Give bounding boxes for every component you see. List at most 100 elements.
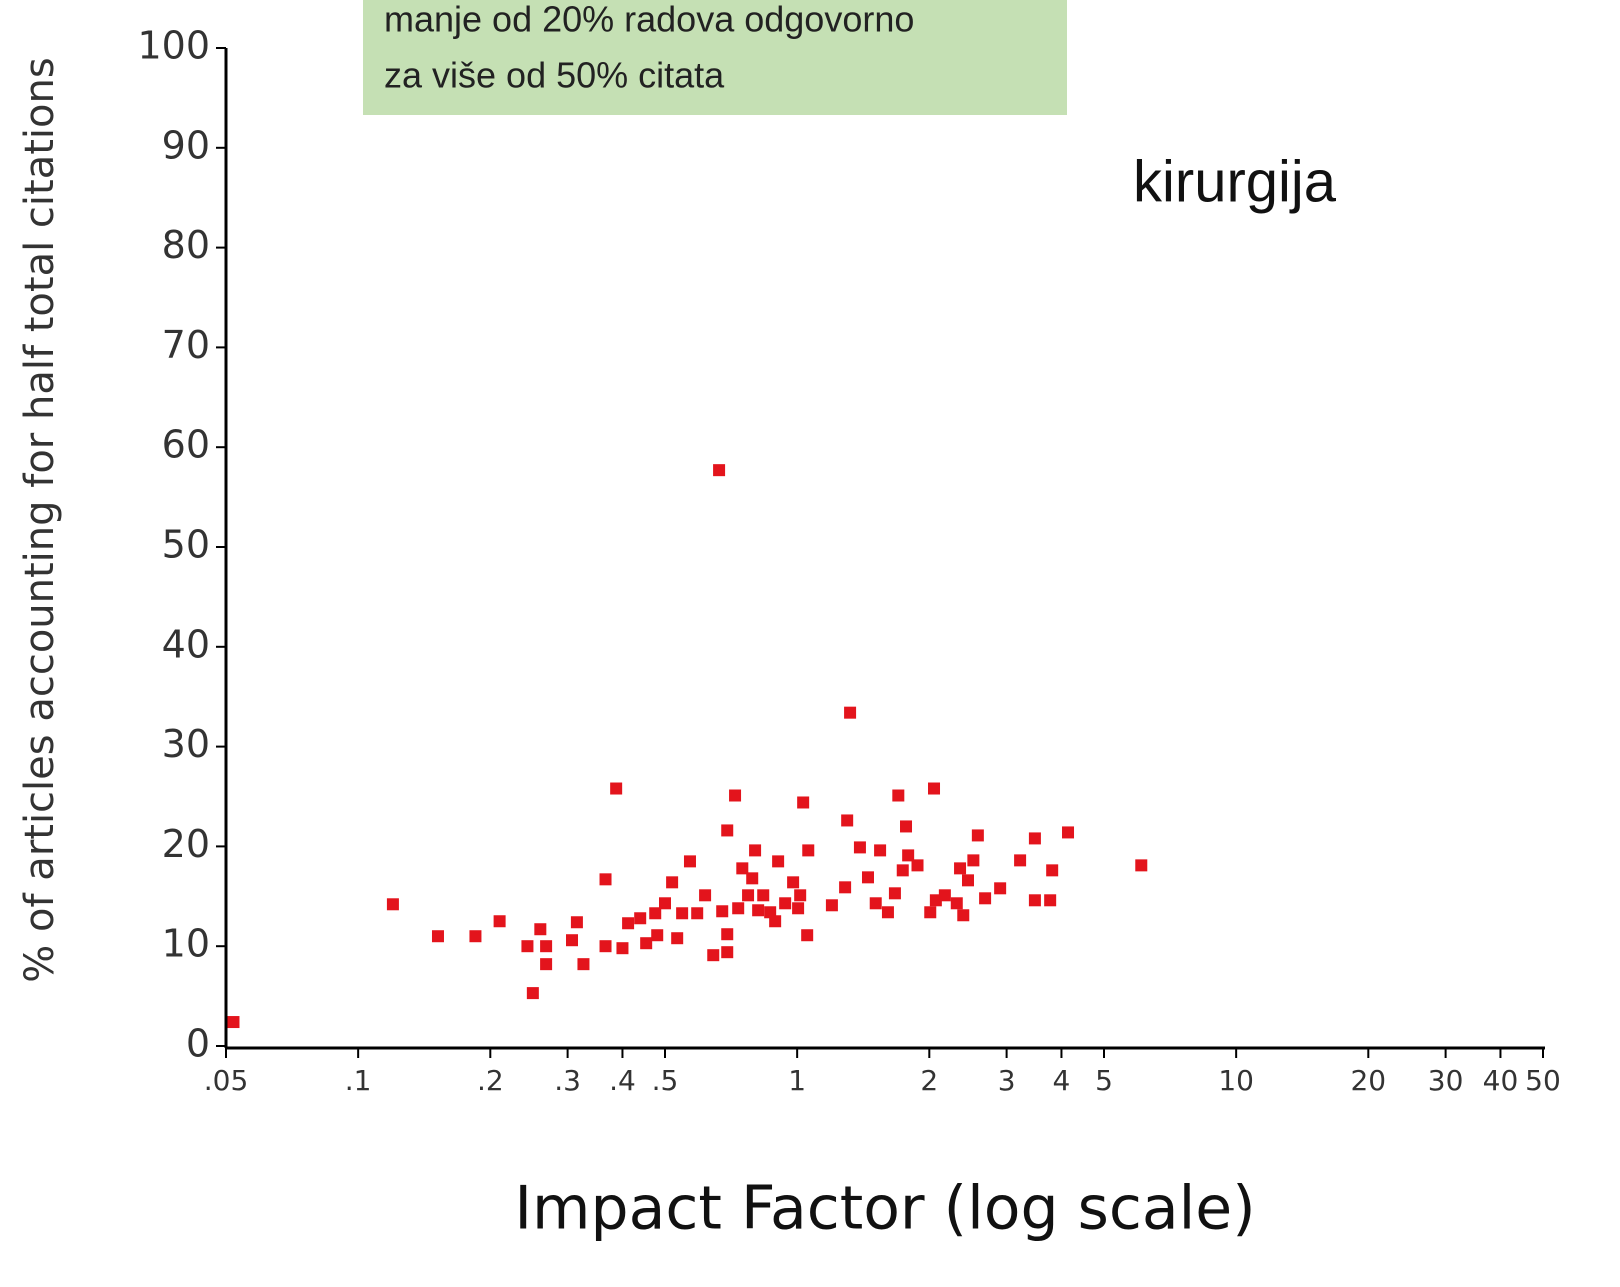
point bbox=[713, 464, 726, 477]
point bbox=[732, 902, 745, 915]
point bbox=[938, 889, 951, 902]
point bbox=[1044, 894, 1057, 907]
point bbox=[957, 909, 970, 922]
point bbox=[769, 915, 782, 928]
point bbox=[853, 841, 866, 854]
x-tick-label: .2 bbox=[477, 1064, 504, 1097]
point bbox=[902, 849, 915, 862]
y-tick-label: 40 bbox=[162, 622, 210, 666]
point bbox=[540, 940, 553, 953]
point bbox=[797, 796, 810, 809]
point bbox=[825, 899, 838, 912]
y-tick-label: 10 bbox=[162, 922, 210, 966]
x-tick-label: .4 bbox=[609, 1064, 636, 1097]
point bbox=[666, 876, 679, 889]
x-tick-label: 4 bbox=[1053, 1064, 1071, 1097]
point bbox=[841, 814, 854, 827]
point bbox=[599, 940, 612, 953]
x-tick-label: 5 bbox=[1095, 1064, 1113, 1097]
point bbox=[961, 874, 974, 887]
point bbox=[896, 864, 909, 877]
point bbox=[779, 897, 792, 910]
point bbox=[1046, 864, 1059, 877]
point bbox=[928, 782, 941, 795]
point bbox=[649, 907, 662, 920]
point bbox=[757, 889, 770, 902]
y-tick-label: 0 bbox=[186, 1022, 210, 1066]
point bbox=[534, 923, 547, 936]
x-tick-label: 40 bbox=[1483, 1064, 1519, 1097]
x-tick-label: 20 bbox=[1350, 1064, 1386, 1097]
y-tick-label: 20 bbox=[162, 822, 210, 866]
point bbox=[616, 942, 629, 955]
point bbox=[950, 897, 963, 910]
point bbox=[924, 906, 937, 919]
point bbox=[699, 889, 712, 902]
y-tick-label: 70 bbox=[162, 323, 210, 367]
point bbox=[431, 930, 444, 943]
y-tick-label: 100 bbox=[137, 24, 210, 68]
point bbox=[1062, 826, 1075, 839]
annotation-line: manje od 20% radova odgovorno bbox=[384, 0, 914, 40]
point bbox=[794, 889, 807, 902]
point bbox=[839, 881, 852, 894]
point bbox=[651, 929, 664, 942]
point bbox=[1014, 854, 1027, 867]
point bbox=[577, 958, 590, 971]
y-tick-label: 80 bbox=[162, 223, 210, 267]
x-axis-label: Impact Factor (log scale) bbox=[514, 1174, 1255, 1244]
point bbox=[640, 937, 653, 950]
point bbox=[493, 915, 506, 928]
point bbox=[707, 949, 720, 962]
point bbox=[721, 928, 734, 941]
point bbox=[802, 844, 815, 857]
point bbox=[994, 882, 1007, 895]
point bbox=[610, 782, 623, 795]
point bbox=[967, 854, 980, 867]
x-tick-label: 1 bbox=[788, 1064, 806, 1097]
point bbox=[979, 892, 992, 905]
x-tick-label: .1 bbox=[345, 1064, 372, 1097]
point bbox=[869, 897, 882, 910]
point bbox=[1028, 832, 1041, 845]
annotation-box bbox=[363, 0, 1067, 115]
point bbox=[752, 904, 765, 917]
point bbox=[469, 930, 482, 943]
point bbox=[787, 876, 800, 889]
point bbox=[634, 912, 647, 925]
point bbox=[622, 917, 635, 930]
point bbox=[566, 934, 579, 947]
y-tick-label: 90 bbox=[162, 123, 210, 167]
point bbox=[874, 844, 887, 857]
y-tick-label: 60 bbox=[162, 423, 210, 467]
point bbox=[659, 897, 671, 910]
point bbox=[792, 902, 805, 915]
point bbox=[749, 844, 762, 857]
point bbox=[526, 987, 539, 1000]
point bbox=[954, 862, 967, 875]
point bbox=[971, 829, 984, 842]
point bbox=[227, 1016, 240, 1029]
x-tick-label: 3 bbox=[998, 1064, 1016, 1097]
point bbox=[892, 789, 905, 802]
point bbox=[1135, 859, 1148, 872]
point bbox=[691, 907, 704, 920]
point bbox=[746, 872, 759, 885]
y-axis-label: % of articles accounting for half total … bbox=[17, 57, 63, 982]
point bbox=[729, 789, 742, 802]
point bbox=[521, 940, 534, 953]
annotation-line: za više od 50% citata bbox=[384, 55, 725, 96]
point bbox=[888, 887, 901, 900]
panel-label: kirurgija bbox=[1133, 149, 1337, 214]
point bbox=[911, 859, 924, 872]
point bbox=[900, 820, 913, 833]
point bbox=[716, 905, 729, 918]
point bbox=[772, 855, 785, 868]
x-tick-label: .5 bbox=[652, 1064, 679, 1097]
point bbox=[742, 889, 755, 902]
x-tick-label: 30 bbox=[1428, 1064, 1464, 1097]
point bbox=[683, 855, 696, 868]
x-tick-label: 10 bbox=[1218, 1064, 1254, 1097]
